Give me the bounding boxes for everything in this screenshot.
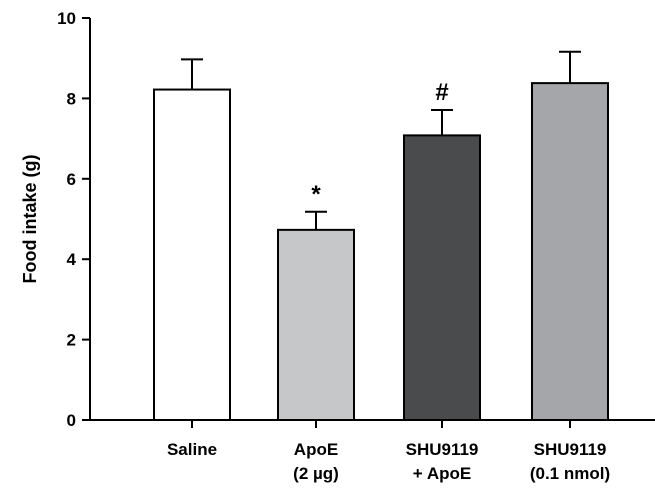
x-category-label: (2 µg) <box>293 464 339 483</box>
x-category-label: SHU9119 <box>534 440 607 459</box>
y-axis: 0 2 4 6 8 10 <box>57 9 91 430</box>
bar <box>153 88 231 421</box>
y-tick-label: 8 <box>67 89 76 108</box>
x-category-label: Saline <box>167 440 217 459</box>
bars <box>153 82 609 422</box>
significance-marker: * <box>311 181 321 208</box>
x-category-label: + ApoE <box>413 464 471 483</box>
bar <box>403 134 481 421</box>
x-category-label: ApoE <box>294 440 338 459</box>
significance-markers: *# <box>311 79 448 208</box>
y-tick-label: 6 <box>67 170 76 189</box>
bar <box>531 82 609 422</box>
bar <box>277 228 355 421</box>
y-tick-label: 0 <box>67 411 76 430</box>
y-tick-label: 4 <box>67 250 77 269</box>
y-axis-title: Food intake (g) <box>20 155 40 284</box>
x-axis: Saline ApoE (2 µg) SHU9119 + ApoE SHU9119 (0.1… <box>90 419 655 483</box>
y-tick-label: 10 <box>57 9 76 28</box>
significance-marker: # <box>435 79 448 106</box>
x-category-label: (0.1 nmol) <box>530 464 610 483</box>
error-bars <box>181 50 581 230</box>
x-category-label: SHU9119 <box>406 440 479 459</box>
y-tick-label: 2 <box>67 331 76 350</box>
